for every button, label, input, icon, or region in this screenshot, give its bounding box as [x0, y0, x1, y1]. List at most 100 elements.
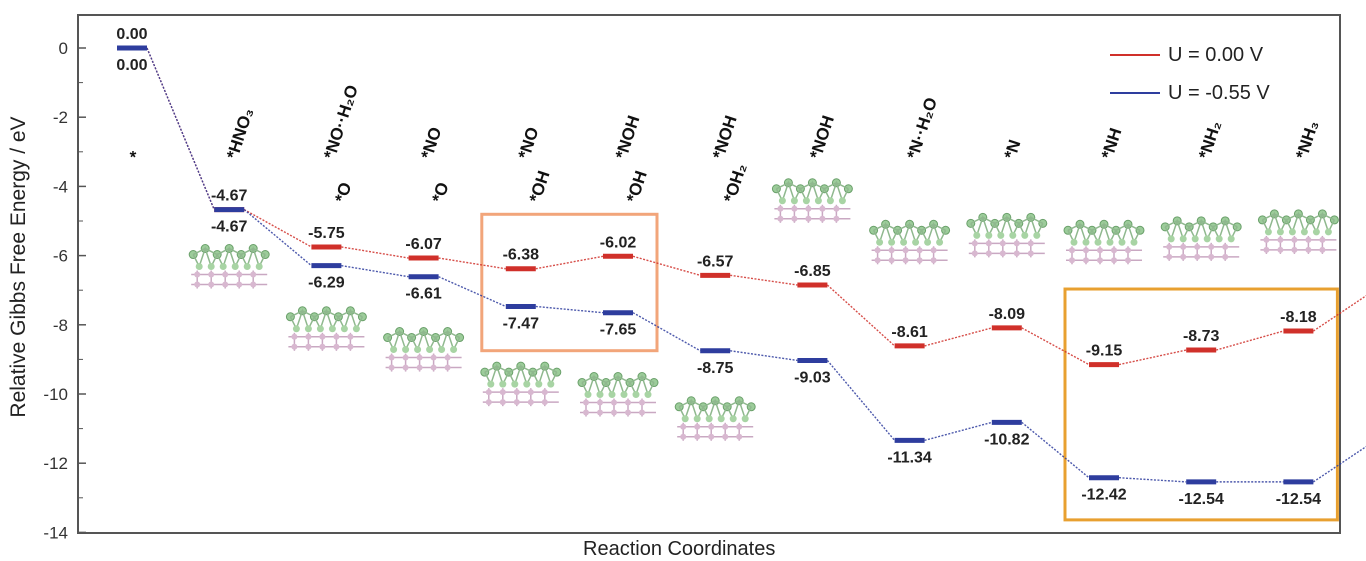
- connector-red-9: [1021, 327, 1090, 366]
- step-label-11: *NH₂: [1195, 119, 1225, 162]
- connector-red-1: [243, 208, 312, 248]
- highlight-boxes: [480, 212, 1339, 522]
- highlight-box-0: [480, 212, 659, 353]
- value-label-red-10: -9.15: [1086, 343, 1123, 360]
- energy-levels: [117, 45, 1314, 485]
- connector-red-2: [341, 246, 409, 259]
- value-label-blue-0: 0.00: [116, 57, 147, 74]
- connector-blue-12: [1313, 445, 1366, 483]
- connector-blue-0: [146, 47, 215, 210]
- step-label-bottom-4: *OH: [526, 168, 554, 204]
- step-label-top-3: *NO: [417, 125, 445, 161]
- value-label-blue-8: -11.34: [887, 449, 932, 466]
- step-label-7: *NOH: [806, 113, 838, 161]
- step-label-top-8: *N··H₂O: [903, 95, 941, 161]
- step-label-5: *NOH *OH: [612, 113, 651, 205]
- step-label-bottom-5: *OH: [623, 168, 651, 204]
- step-label-3: *NO *O: [417, 125, 452, 205]
- connector-blue-7: [826, 359, 896, 441]
- catalyst-slab-structure-icon: [285, 306, 368, 352]
- value-label-red-11: -8.73: [1183, 328, 1220, 345]
- connector-red-3: [438, 257, 506, 270]
- y-tick-label-1: -2: [53, 108, 68, 127]
- step-label-8: *N··H₂O: [903, 95, 941, 161]
- connector-red-4: [535, 255, 604, 270]
- connector-blue-8: [924, 421, 992, 442]
- catalyst-slab-structure-icon: [674, 396, 756, 442]
- step-label-bottom-3: *O: [428, 180, 452, 205]
- connector-blue-9: [1021, 421, 1090, 479]
- connector-lines: [146, 47, 1366, 483]
- step-label-top-11: *NH₂: [1195, 119, 1225, 162]
- value-label-red-1: -4.67: [211, 188, 248, 205]
- step-label-top-0: *: [126, 149, 146, 162]
- value-label-blue-7: -9.03: [794, 369, 831, 386]
- legend-item-0: U = 0.00 V: [1110, 36, 1270, 74]
- y-axis: 0 -2 -4 -6 -8 -10 -12 -14: [43, 39, 86, 542]
- value-label-blue-1: -4.67: [211, 219, 248, 236]
- catalyst-slab-structure-icon: [966, 212, 1048, 259]
- step-label-top-10: *NH: [1098, 126, 1126, 162]
- step-label-4: *NO *OH: [515, 125, 554, 205]
- structure-images: [188, 178, 1340, 442]
- y-tick-label-4: -8: [53, 316, 68, 335]
- legend-item-1: U = -0.55 V: [1110, 74, 1270, 112]
- plot-frame: [77, 14, 1341, 534]
- y-tick-label-0: 0: [59, 39, 68, 58]
- catalyst-slab-structure-icon: [771, 178, 854, 224]
- connector-blue-10: [1118, 477, 1187, 483]
- value-label-blue-10: -12.42: [1081, 487, 1126, 504]
- value-label-blue-3: -6.61: [405, 286, 442, 303]
- catalyst-slab-structure-icon: [188, 243, 270, 290]
- value-label-red-2: -5.75: [308, 225, 345, 242]
- step-label-2: *NO··H₂O *O: [320, 83, 362, 205]
- connector-red-10: [1118, 349, 1187, 366]
- step-label-9: *N: [1001, 137, 1025, 161]
- value-label-blue-2: -6.29: [308, 275, 345, 292]
- step-label-6: *NOH*OH₂: [709, 113, 750, 205]
- value-label-red-3: -6.07: [405, 236, 442, 253]
- step-label-top-4: *NO: [515, 125, 543, 161]
- y-tick-label-6: -12: [43, 454, 68, 473]
- catalyst-slab-structure-icon: [577, 371, 659, 418]
- connector-blue-6: [730, 350, 798, 362]
- value-label-red-7: -6.85: [794, 263, 831, 280]
- catalyst-slab-structure-icon: [1257, 209, 1340, 255]
- connector-blue-4: [535, 305, 604, 314]
- legend-label-1: U = -0.55 V: [1168, 81, 1270, 104]
- catalyst-slab-structure-icon: [1063, 219, 1145, 266]
- value-label-red-9: -8.09: [989, 306, 1026, 323]
- connector-blue-3: [438, 276, 507, 308]
- connector-blue-2: [341, 264, 409, 278]
- y-tick-label-7: -14: [43, 523, 68, 542]
- value-label-blue-4: -7.47: [503, 315, 540, 332]
- y-tick-label-3: -6: [53, 247, 68, 266]
- legend: U = 0.00 V U = -0.55 V: [1110, 36, 1270, 112]
- value-label-blue-12: -12.54: [1276, 491, 1321, 508]
- connector-blue-1: [243, 209, 312, 267]
- connector-red-6: [730, 274, 798, 286]
- catalyst-slab-structure-icon: [480, 361, 562, 407]
- step-label-top-5: *NOH: [612, 113, 644, 161]
- connector-red-11: [1216, 330, 1284, 351]
- step-label-top-9: *N: [1001, 137, 1025, 161]
- value-label-blue-6: -8.75: [697, 360, 734, 377]
- step-label-10: *NH: [1098, 126, 1126, 162]
- x-axis-label: Reaction Coordinates: [583, 538, 776, 560]
- legend-label-0: U = 0.00 V: [1168, 43, 1264, 66]
- value-label-blue-9: -10.82: [984, 431, 1029, 448]
- step-label-0: *: [126, 149, 146, 162]
- step-label-12: *NH₃: [1292, 118, 1322, 161]
- value-label-red-4: -6.38: [503, 247, 540, 264]
- y-tick-label-2: -4: [53, 177, 68, 196]
- step-label-bottom-6: *OH₂: [720, 161, 750, 205]
- value-label-red-12: -8.18: [1280, 309, 1317, 326]
- step-label-top-7: *NOH: [806, 113, 838, 161]
- y-axis-label: Relative Gibbs Free Energy / eV: [7, 116, 30, 418]
- value-label-red-6: -6.57: [697, 253, 734, 270]
- value-labels: 0.00 -4.67 -5.75 -6.07 -6.38 -6.02 -6.57 -6.85 -…: [116, 26, 1321, 508]
- catalyst-slab-structure-icon: [382, 326, 465, 373]
- connector-red-5: [632, 255, 701, 276]
- step-label-top-1: *HNO₃: [223, 106, 257, 162]
